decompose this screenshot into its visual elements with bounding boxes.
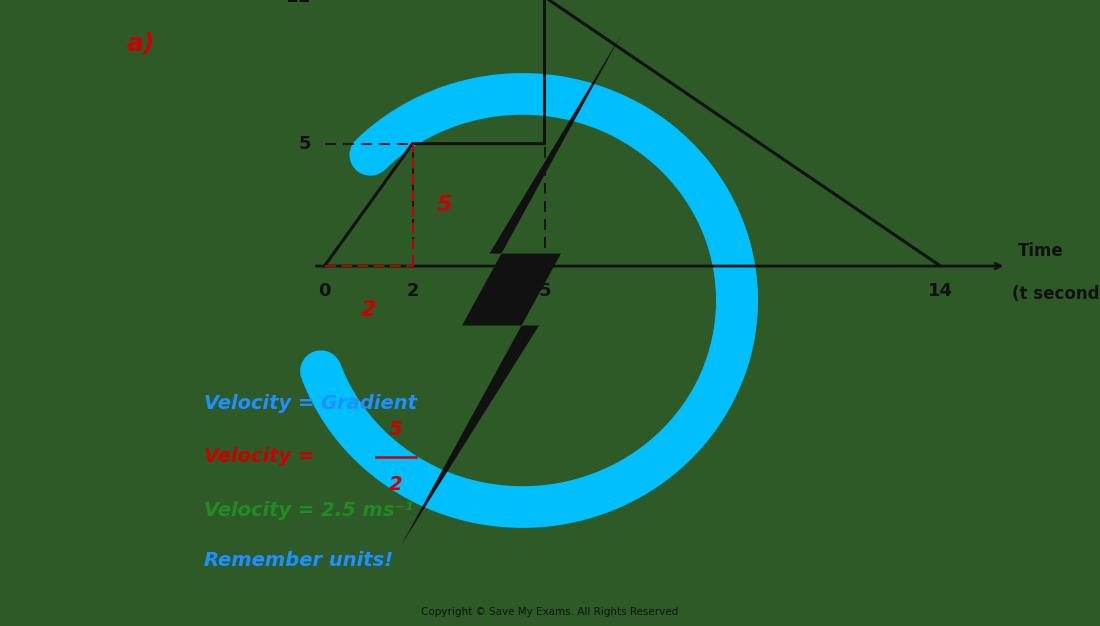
Text: Remember units!: Remember units! [204,551,393,570]
Text: Velocity = 2.5 ms⁻¹: Velocity = 2.5 ms⁻¹ [204,501,412,520]
Text: 2: 2 [406,282,419,300]
Text: 14: 14 [928,282,953,300]
Text: 5: 5 [389,421,403,439]
Text: 5: 5 [538,282,551,300]
Text: (t seconds): (t seconds) [1012,285,1100,303]
Text: 2: 2 [361,300,376,321]
Text: Velocity =: Velocity = [204,448,320,466]
Text: 2: 2 [389,475,403,493]
Text: 11: 11 [286,0,311,6]
Text: 5: 5 [437,195,452,215]
Text: Velocity = Gradient: Velocity = Gradient [204,394,417,413]
Text: 5: 5 [299,135,311,153]
Text: 0: 0 [318,282,331,300]
Text: Time: Time [1018,242,1064,260]
Text: a): a) [126,31,155,55]
Text: Copyright © Save My Exams. All Rights Reserved: Copyright © Save My Exams. All Rights Re… [421,607,679,617]
Polygon shape [402,34,622,545]
